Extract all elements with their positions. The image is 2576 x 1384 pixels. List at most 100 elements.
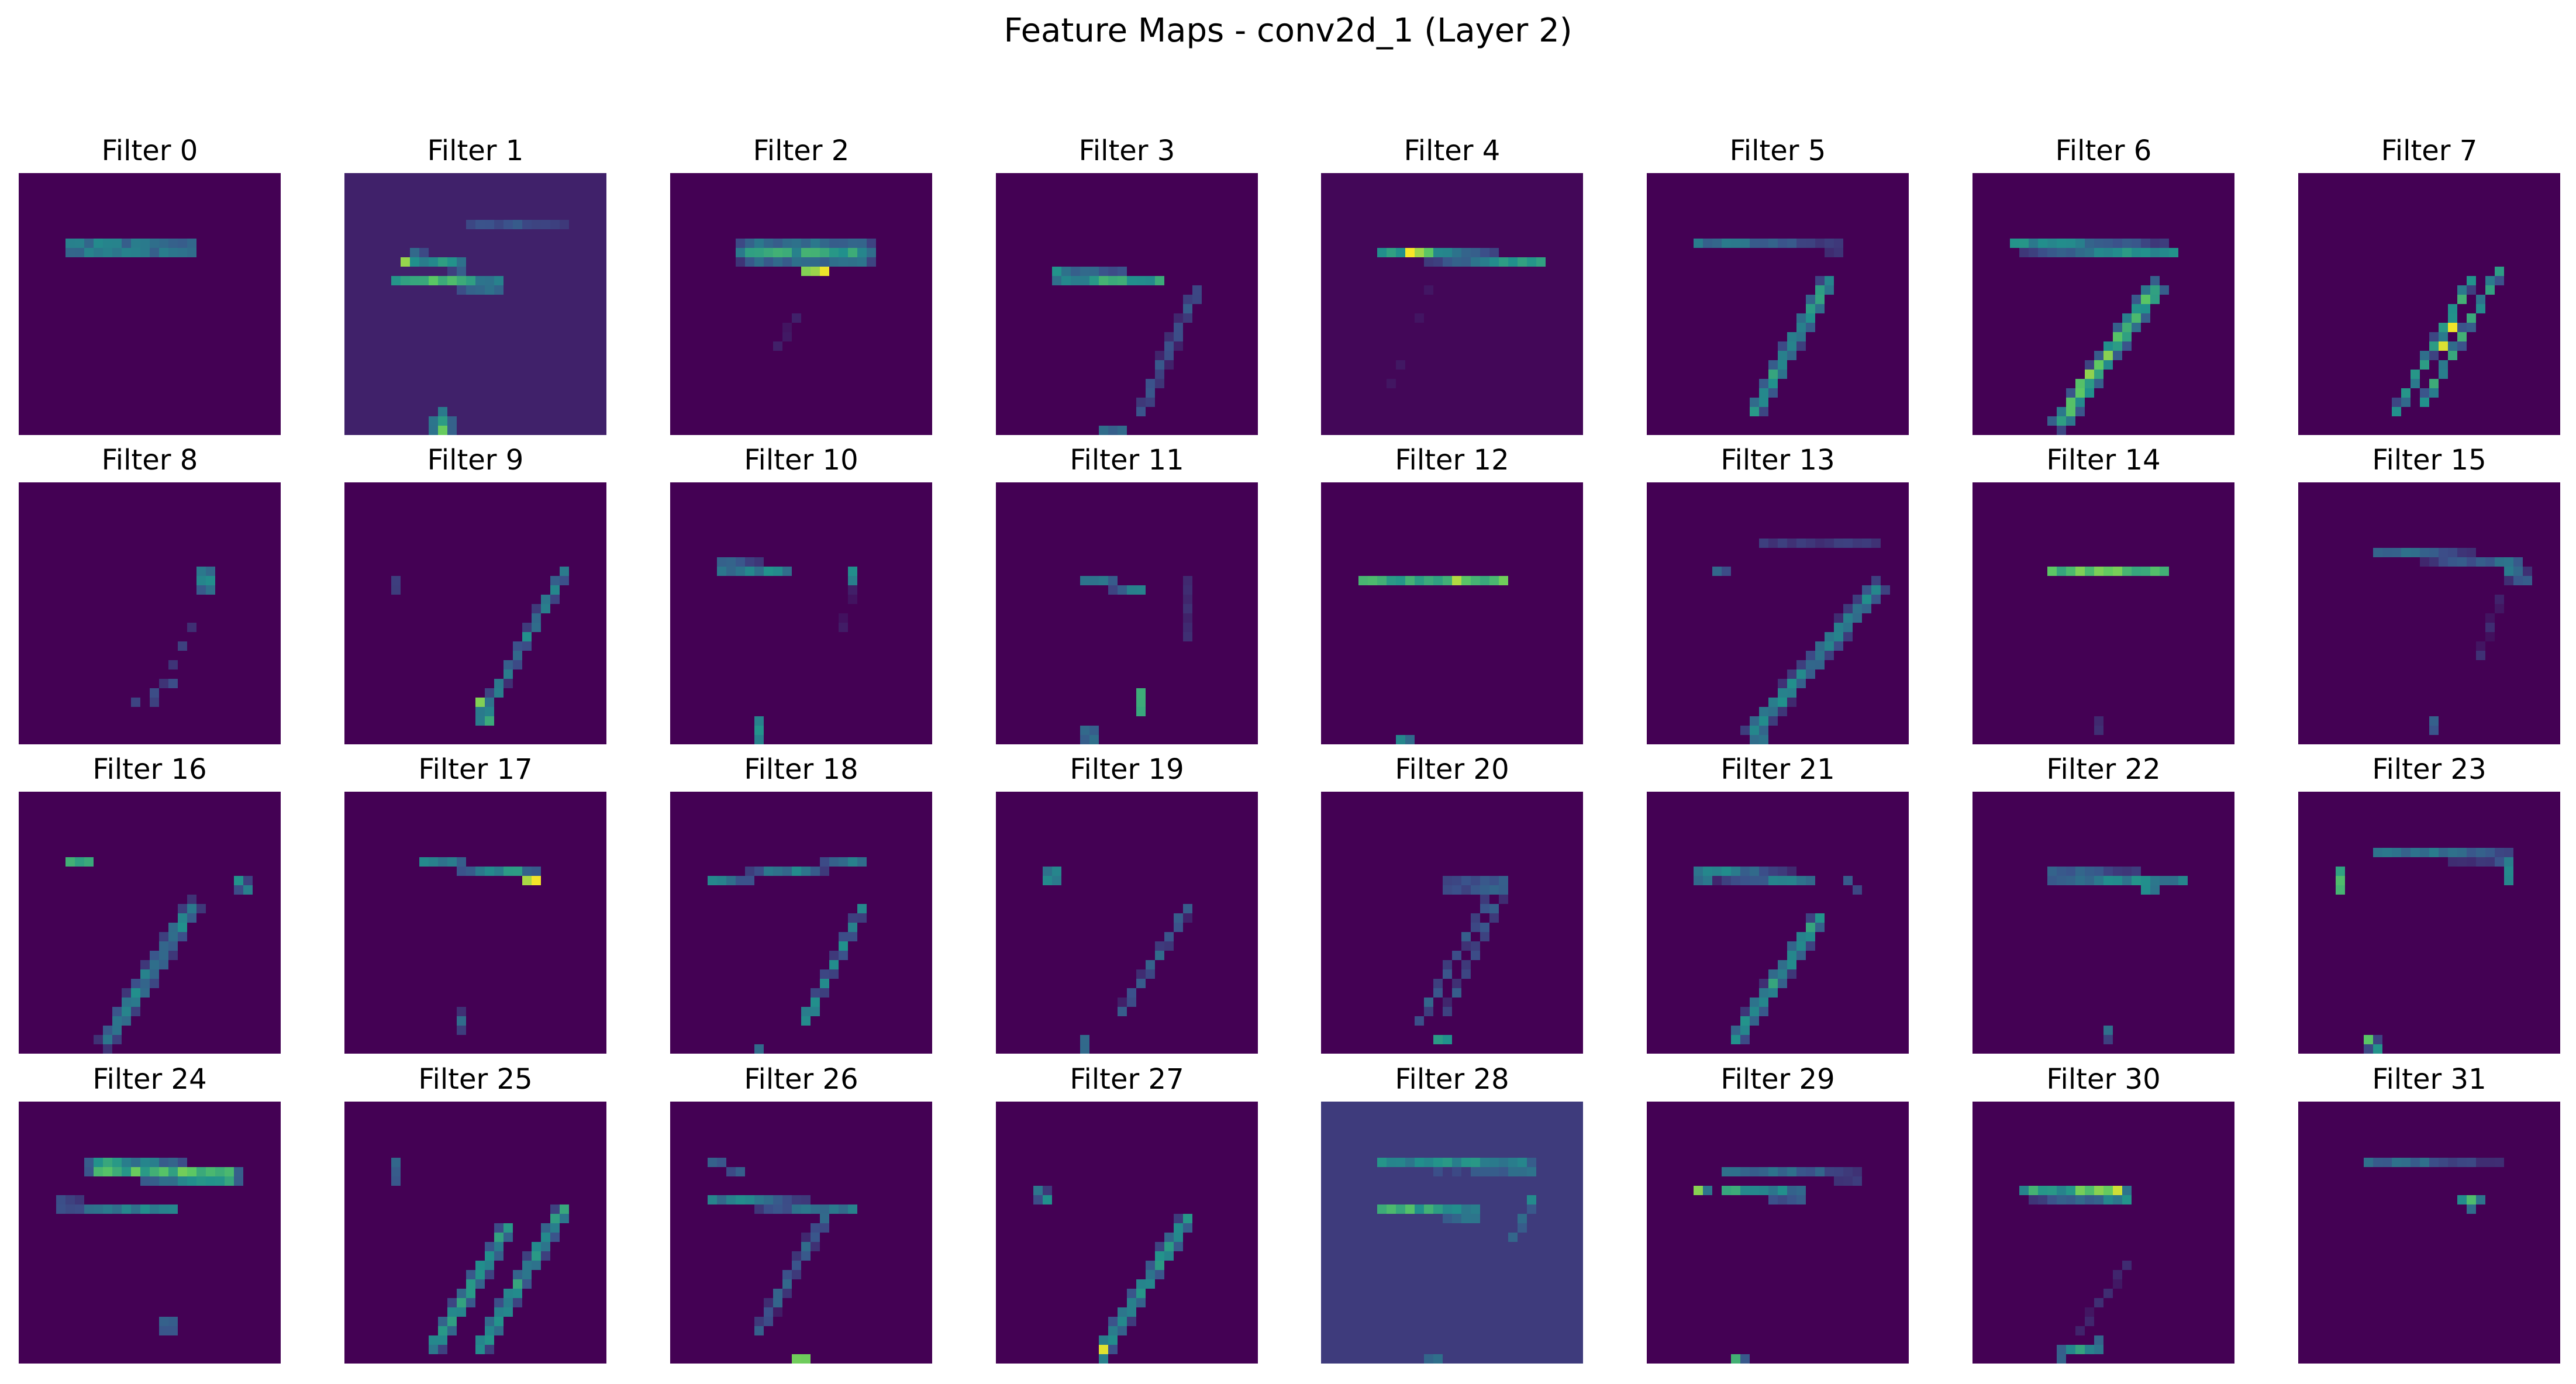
feature-map-pixel [1118, 998, 1127, 1007]
feature-map-pixel [2019, 239, 2029, 248]
feature-map-pixel [811, 257, 820, 267]
feature-map-pixel [1146, 1279, 1155, 1289]
feature-map-pixel [1164, 1251, 1174, 1261]
feature-map-image [2298, 1102, 2560, 1364]
feature-map-pixel [391, 576, 401, 585]
feature-map-pixel [513, 651, 522, 660]
feature-map-pixel [1871, 539, 1881, 548]
feature-map-pixel [1722, 239, 1731, 248]
feature-map-pixel [112, 248, 122, 257]
feature-map-pixel [1136, 979, 1146, 988]
feature-map-background [1972, 173, 2234, 435]
feature-map-pixel [2439, 557, 2448, 567]
feature-map-pixel [1815, 285, 1825, 295]
feature-map-pixel [2038, 248, 2047, 257]
feature-map-background [996, 482, 1258, 744]
feature-map-pixel [94, 1035, 103, 1044]
feature-map-pixel [513, 1279, 522, 1289]
feature-map-svg [344, 1102, 606, 1364]
feature-map-pixel [1768, 1186, 1778, 1195]
feature-map-pixel [1080, 1044, 1089, 1054]
feature-map-pixel [178, 1167, 187, 1176]
feature-map-pixel [754, 257, 764, 267]
feature-map-pixel [1778, 351, 1787, 360]
feature-map-pixel [1768, 360, 1778, 370]
feature-map-pixel [168, 1176, 178, 1186]
feature-map-pixel [1740, 1035, 1750, 1044]
feature-map-pixel [867, 239, 876, 248]
feature-map-pixel [140, 1167, 150, 1176]
feature-map-pixel [2066, 1345, 2075, 1354]
feature-map-pixel [1750, 1016, 1759, 1026]
feature-map-pixel [2467, 313, 2476, 323]
feature-map-pixel [829, 960, 839, 969]
feature-map-pixel [848, 1204, 857, 1214]
feature-map-pixel [1722, 1167, 1731, 1176]
feature-map-pixel [811, 248, 820, 257]
feature-map-pixel [1740, 1167, 1750, 1176]
feature-map-background [1321, 482, 1583, 744]
feature-map-svg [1647, 792, 1909, 1054]
feature-map-pixel [801, 867, 811, 876]
feature-map-pixel [2401, 1158, 2411, 1167]
feature-map-pixel [2132, 304, 2141, 313]
feature-map-pixel [1155, 351, 1164, 360]
feature-map-pixel [745, 557, 754, 567]
feature-map-pixel [2075, 407, 2085, 416]
feature-map-pixel [1405, 1204, 1415, 1214]
feature-map-pixel [75, 1195, 84, 1204]
panel-title: Filter 0 [0, 134, 304, 167]
feature-map-pixel [2495, 267, 2504, 276]
feature-map-pixel [1722, 1186, 1731, 1195]
feature-map-pixel [2401, 848, 2411, 857]
feature-map-pixel [801, 239, 811, 248]
feature-map-pixel [532, 876, 541, 885]
feature-map-pixel [2085, 360, 2094, 370]
feature-map-pixel [1387, 248, 1396, 257]
feature-map-pixel [1759, 379, 1768, 388]
feature-map-pixel [457, 857, 466, 867]
feature-map-pixel [1825, 651, 1834, 660]
feature-map-pixel [2495, 595, 2504, 604]
feature-map-pixel [2439, 332, 2448, 341]
panel-title: Filter 7 [2275, 134, 2576, 167]
feature-map-pixel [848, 595, 857, 604]
feature-map-pixel [522, 1270, 532, 1279]
feature-map-pixel [2457, 295, 2467, 304]
feature-map-pixel [2411, 379, 2420, 388]
feature-map-pixel [1080, 267, 1089, 276]
feature-map-pixel [2439, 360, 2448, 370]
feature-map-pixel [1127, 585, 1136, 595]
feature-map-pixel [1183, 632, 1192, 641]
feature-map-pixel [1443, 1158, 1452, 1167]
feature-map-pixel [773, 1298, 782, 1307]
feature-map-pixel [1787, 351, 1796, 360]
feature-map-pixel [1750, 716, 1759, 726]
feature-map-pixel [1108, 1345, 1118, 1354]
feature-map-image [670, 173, 932, 435]
feature-map-pixel [1815, 913, 1825, 923]
feature-map-pixel [857, 257, 867, 267]
feature-map-pixel [754, 1317, 764, 1326]
feature-map-svg [1972, 1102, 2234, 1364]
feature-map-background [2298, 482, 2560, 744]
feature-map-pixel [1787, 941, 1796, 951]
feature-map-pixel [140, 988, 150, 998]
feature-map-pixel [1480, 923, 1489, 932]
feature-map-pixel [1452, 248, 1461, 257]
feature-map-pixel [2047, 248, 2057, 257]
feature-map-pixel [829, 951, 839, 960]
feature-map-pixel [2160, 239, 2169, 248]
feature-map-pixel [494, 1251, 504, 1261]
feature-map-pixel [2132, 876, 2141, 885]
feature-map-pixel [1183, 295, 1192, 304]
feature-map-pixel [2485, 613, 2495, 623]
feature-map-pixel [2476, 1195, 2485, 1204]
feature-map-pixel [2476, 857, 2485, 867]
feature-map-pixel [1396, 1204, 1405, 1214]
feature-map-pixel [1377, 248, 1387, 257]
feature-map-pixel [839, 1204, 848, 1214]
feature-map-pixel [857, 904, 867, 913]
feature-map-pixel [513, 641, 522, 651]
feature-map-pixel [1806, 651, 1815, 660]
